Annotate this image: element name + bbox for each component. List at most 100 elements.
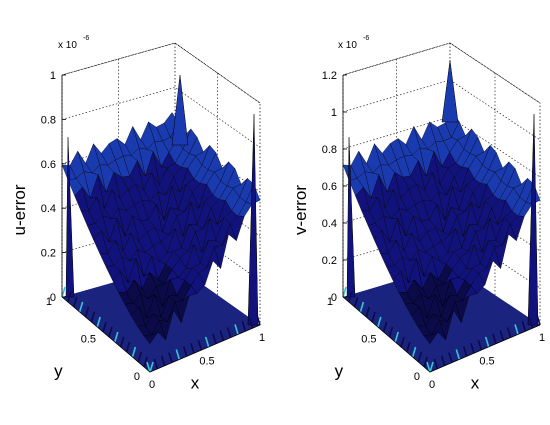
p2-x-axis-label: x (471, 374, 480, 393)
p1-z-grid-4 (61, 87, 261, 148)
p1-front-comb-left (102, 321, 107, 333)
p1-z-tick-label-0: 0 (50, 292, 56, 304)
p2-front-comb-left (394, 331, 399, 343)
p2-z-tick-label-4: 0.8 (322, 144, 337, 156)
p2-peak-spike (441, 60, 459, 123)
p2-front-comb-right (484, 336, 490, 348)
p1-front-comb-right (146, 361, 151, 373)
p1-front-comb-left (84, 306, 90, 318)
p1-front-comb-left (90, 311, 96, 323)
p1-front-comb-right (241, 321, 247, 332)
p1-x-axis-label: x (191, 374, 200, 393)
p2-front-comb-left (371, 311, 376, 323)
p2-front-comb-right (499, 330, 505, 341)
p2-front-comb-right (506, 327, 512, 338)
p2-z-tick-label-6: 1.2 (322, 70, 337, 82)
p1-front-comb-left (114, 331, 119, 343)
p2-front-comb-left (348, 291, 353, 303)
p2-front-comb-left (406, 341, 411, 353)
p1-front-comb-left (143, 356, 148, 368)
p2-front-comb-right (528, 317, 534, 329)
p2-front-comb-left (377, 316, 382, 328)
p2-front-comb-left (382, 321, 388, 333)
p2-y-axis-label: y (335, 361, 344, 380)
p1-z-tick-label-2: 0.4 (41, 203, 56, 215)
p1-front-comb-right (212, 333, 217, 345)
p1-front-comb-left (119, 336, 125, 348)
p1-front-comb-left (137, 351, 143, 363)
p2-front-comb-left (353, 296, 359, 308)
p2-front-comb-right (477, 339, 483, 351)
p1-front-comb-right (248, 317, 254, 329)
p1-z-tick-label-4: 0.8 (41, 114, 56, 126)
p1-surface (61, 112, 261, 344)
p2-front-comb-right (448, 352, 453, 363)
p1-y-axis-label: y (54, 361, 63, 380)
p2-z-tick-label-1: 0.2 (322, 255, 337, 267)
p1-front-comb-right (204, 336, 210, 348)
p2-exponent-label: x 10 (338, 40, 357, 51)
p2-front-comb-right (433, 358, 439, 370)
p2-surface-patch (423, 331, 439, 344)
p1-front-comb-right (226, 327, 232, 338)
p2-exponent-power: -6 (363, 35, 369, 42)
p1-exponent-power: -6 (83, 35, 89, 42)
p1-x-tick-label-1: 0.5 (199, 356, 214, 368)
p1-exponent-label: x 10 (58, 40, 77, 51)
p2-front-comb-left (411, 346, 417, 358)
p2-front-comb-left (359, 301, 365, 313)
p2-right-corner-spike (527, 114, 539, 326)
p1-y-tick-label-2: 1 (46, 296, 52, 308)
p2-z-tick-label-3: 0.6 (322, 181, 337, 193)
p2-surface (342, 112, 541, 344)
p1-front-comb-right (190, 342, 195, 354)
p1-front-comb-right (234, 324, 239, 335)
p2-front-comb-right (455, 349, 461, 360)
p1-front-comb-right (256, 314, 261, 326)
p1-front-comb-left (108, 326, 113, 338)
p1-surface-patch (143, 331, 159, 344)
p2-z-tick-label-5: 1 (331, 107, 337, 119)
p2-front-comb-right (426, 361, 431, 373)
p2-x-tick-label-2: 1 (539, 332, 545, 344)
p2-y-tick-label-2: 1 (327, 296, 333, 308)
p1-front-comb-right (160, 355, 166, 366)
p2-front-comb-right (470, 342, 475, 354)
p1-front-axes (61, 296, 261, 373)
p2-x-tick-label-1: 0.5 (479, 356, 494, 368)
p2-front-comb-right (462, 346, 468, 357)
p2-y-tick-label-1: 0.5 (361, 334, 376, 346)
p1-front-comb-right (219, 330, 225, 341)
p1-front-comb-left (96, 316, 101, 328)
p1-front-comb-left (125, 341, 131, 353)
p1-front-comb-left (67, 291, 72, 303)
p1-front-comb-right (168, 352, 173, 363)
p2-front-comb-left (429, 361, 434, 373)
p1-front-comb-left (131, 346, 137, 358)
p2-front-axes (342, 296, 541, 373)
p1-x-tick-label-2: 1 (259, 332, 265, 344)
p1-y-tick-label-1: 0.5 (81, 334, 96, 346)
p1-front-comb-right (153, 358, 159, 370)
p2-front-comb-right (440, 355, 446, 366)
p2-front-comb-left (342, 286, 347, 298)
p1-z-tick-label-5: 1 (50, 70, 56, 82)
p1-front-comb-left (61, 286, 66, 298)
p2-y-tick-label-0: 0 (414, 371, 420, 383)
p2-front-comb-left (400, 336, 405, 348)
p2-z-axis-label: v-error (291, 185, 310, 235)
p1-front-comb-right (182, 346, 188, 357)
p2-front-comb-right (521, 321, 527, 332)
p1-peak-spike (171, 74, 189, 146)
p2-front-comb-left (365, 306, 370, 318)
p1-front-comb-left (78, 301, 84, 313)
p2-front-comb-left (388, 326, 394, 338)
p1-z-axis-label: u-error (10, 184, 29, 235)
p1-front-comb-left (72, 296, 78, 308)
p1-x-tick-label-0: 0 (149, 379, 155, 391)
p2-x-tick-label-0: 0 (429, 379, 435, 391)
p2-front-comb-right (492, 333, 497, 345)
